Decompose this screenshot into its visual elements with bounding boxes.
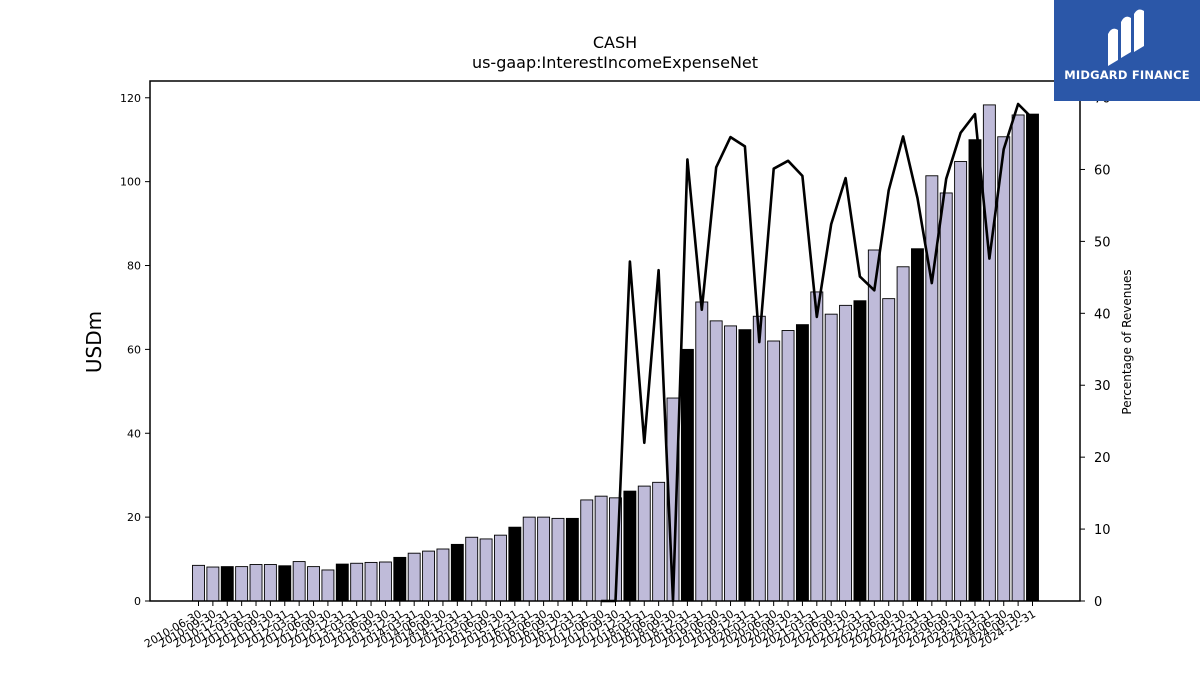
bar-quarter — [709, 320, 723, 602]
bar-quarter — [724, 325, 737, 602]
bar-quarter — [479, 538, 493, 602]
bar-quarter — [206, 566, 220, 602]
y-axis-left-ticks: 0 20 40 60 80 100 120 — [120, 92, 150, 608]
bar-quarter — [422, 550, 436, 602]
bar-annual — [795, 324, 809, 602]
bar-quarter — [867, 249, 881, 602]
bar-quarter — [839, 304, 853, 602]
bar-annual — [393, 556, 407, 602]
bar-quarter — [263, 564, 277, 602]
bar-quarter — [364, 561, 378, 602]
chart-title: CASH — [593, 33, 637, 52]
chart-subtitle: us-gaap:InterestIncomeExpenseNet — [472, 53, 758, 72]
bar-quarter — [378, 561, 392, 602]
bar-quarter — [882, 298, 896, 602]
y-tick-label: 100 — [120, 176, 141, 189]
bar-quarter — [292, 561, 306, 602]
bar-annual — [335, 563, 349, 602]
y-axis-right-ticks: 010203040506070 — [1080, 92, 1111, 610]
x-axis-ticks: 2010-06-302010-09-302010-12-312011-03-31… — [142, 601, 1038, 651]
midgard-logo-icon — [1108, 9, 1144, 67]
bar-quarter — [494, 534, 507, 602]
y-right-tick-label: 40 — [1094, 307, 1111, 322]
y-tick-label: 0 — [134, 595, 141, 608]
y-right-tick-label: 50 — [1094, 235, 1111, 250]
bar-annual — [623, 490, 637, 602]
bar-quarter — [954, 161, 968, 602]
brand-logo: MIDGARD FINANCE — [1054, 0, 1200, 101]
bar-annual — [508, 526, 522, 602]
bar-annual — [278, 565, 292, 602]
bar-annual — [911, 248, 924, 602]
y-tick-label: 60 — [127, 343, 141, 356]
bar-quarter — [752, 315, 766, 602]
bar-annual — [968, 139, 982, 602]
y-axis-right-label: Percentage of Revenues — [1120, 269, 1134, 414]
brand-name: MIDGARD FINANCE — [1064, 68, 1190, 82]
bar-annual — [220, 566, 234, 602]
bar-quarter — [695, 301, 709, 602]
bar-quarter — [810, 291, 824, 602]
y-tick-label: 20 — [127, 511, 141, 524]
bar-quarter — [1011, 114, 1025, 602]
bar-quarter — [939, 192, 953, 602]
y-right-tick-label: 60 — [1094, 163, 1111, 178]
y-right-tick-label: 30 — [1094, 379, 1111, 394]
bar-quarter — [781, 330, 795, 602]
bar-quarter — [249, 564, 263, 602]
bar-quarter — [407, 552, 421, 602]
bar-quarter — [824, 313, 838, 602]
bar-series — [192, 104, 1039, 602]
bar-quarter — [551, 517, 565, 602]
bar-quarter — [997, 136, 1011, 602]
bar-quarter — [767, 340, 781, 602]
bar-annual — [680, 348, 694, 602]
bar-quarter — [465, 536, 479, 602]
bar-quarter — [537, 516, 551, 602]
bar-quarter — [235, 566, 249, 602]
bar-quarter — [594, 495, 608, 602]
bar-quarter — [192, 564, 205, 602]
bar-quarter — [522, 516, 536, 602]
y-right-tick-label: 10 — [1094, 523, 1111, 538]
y-tick-label: 120 — [120, 92, 141, 105]
y-right-tick-label: 20 — [1094, 451, 1111, 466]
bar-annual — [565, 517, 579, 602]
bar-annual — [853, 300, 867, 602]
plot-frame — [149, 80, 1081, 602]
bar-quarter — [925, 175, 939, 602]
y-right-tick-label: 0 — [1094, 595, 1102, 610]
bar-quarter — [896, 266, 910, 602]
bar-quarter — [580, 499, 594, 602]
y-axis-label: USDm — [82, 311, 106, 373]
bar-quarter — [982, 104, 996, 602]
bar-annual — [1026, 113, 1039, 602]
bar-quarter — [307, 566, 320, 602]
bar-annual — [738, 329, 752, 602]
y-tick-label: 40 — [127, 427, 141, 440]
bar-quarter — [436, 548, 450, 602]
bar-quarter — [321, 569, 335, 602]
bar-quarter — [350, 562, 364, 602]
bar-annual — [450, 543, 464, 602]
bar-quarter — [637, 485, 651, 602]
bar-quarter — [652, 481, 666, 602]
y-tick-label: 80 — [127, 260, 141, 273]
